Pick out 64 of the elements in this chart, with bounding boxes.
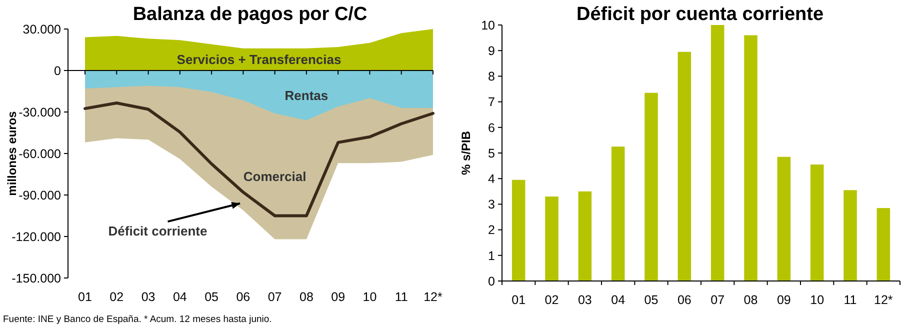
y-tick-label: 7 — [488, 95, 496, 110]
bar — [710, 25, 724, 281]
chart-title: Déficit por cuenta corriente — [576, 4, 824, 25]
series-label: Comercial — [243, 168, 306, 184]
bar — [876, 208, 890, 281]
y-tick-label: 8 — [488, 70, 496, 84]
x-tick-label: 10 — [810, 293, 824, 307]
bar — [578, 191, 592, 281]
y-tick-label: 30.000 — [22, 22, 62, 36]
y-tick-label: -30.000 — [18, 105, 62, 120]
y-tick-label: 10 — [481, 18, 496, 32]
x-tick-label: 03 — [578, 293, 592, 307]
x-tick-label: 04 — [172, 290, 187, 304]
source-note: Fuente: INE y Banco de España. * Acum. 12 meses hasta junio. — [3, 314, 272, 325]
bar — [678, 52, 692, 281]
x-tick-label: 05 — [644, 293, 658, 307]
x-tick-label: 08 — [300, 290, 314, 304]
x-tick-label: 02 — [544, 293, 559, 307]
x-tick-label: 10 — [362, 290, 377, 304]
y-tick-label: -120.000 — [12, 230, 62, 244]
series-label: Rentas — [284, 88, 328, 103]
y-tick-label: 5 — [488, 146, 496, 160]
x-tick-label: 06 — [236, 290, 250, 304]
x-tick-label: 07 — [710, 293, 725, 307]
y-tick-label: -90.000 — [18, 188, 62, 202]
line-series — [84, 102, 434, 218]
bar — [810, 164, 824, 281]
bar — [744, 35, 758, 281]
y-tick-label: 0 — [488, 274, 496, 288]
y-tick-label: -60.000 — [18, 146, 62, 161]
bar — [844, 190, 857, 281]
x-tick-label: 04 — [611, 293, 626, 307]
bar — [512, 180, 526, 281]
y-axis-title: % s/PIB — [459, 130, 473, 176]
y-tick-label: 2 — [488, 223, 496, 238]
x-tick-label: 03 — [141, 290, 156, 304]
y-tick-label: 1 — [488, 248, 496, 263]
x-tick-label: 11 — [844, 293, 857, 307]
bar — [611, 146, 625, 281]
x-tick-label: 07 — [268, 290, 282, 304]
x-tick-label: 05 — [204, 290, 219, 304]
y-tick-label: 3 — [488, 198, 496, 212]
bar — [545, 196, 558, 281]
x-tick-label: 02 — [110, 290, 124, 304]
bar — [644, 92, 658, 281]
y-tick-label: 9 — [488, 44, 496, 58]
x-tick-label: 09 — [776, 293, 791, 307]
x-tick-label: 09 — [331, 290, 346, 304]
y-tick-label: 6 — [488, 120, 496, 135]
y-tick-label: 0 — [54, 64, 62, 78]
x-tick-label: 12* — [424, 290, 443, 304]
x-tick-label: 06 — [677, 293, 692, 307]
x-tick-label: 08 — [744, 293, 758, 307]
x-tick-label: 01 — [78, 290, 92, 304]
x-tick-label: 11 — [394, 290, 408, 304]
series-label: Servicios + Transferencias — [176, 52, 342, 67]
x-tick-label: 12* — [874, 293, 893, 307]
text: Déficit corriente — [108, 224, 208, 239]
y-tick-label: 4 — [488, 172, 496, 186]
x-tick-label: 01 — [512, 293, 526, 307]
y-tick-label: -150.000 — [12, 271, 62, 286]
bar — [777, 156, 791, 281]
chart-title: Balanza de pagos por C/C — [132, 4, 368, 25]
y-axis-title: millones euros — [5, 110, 19, 196]
